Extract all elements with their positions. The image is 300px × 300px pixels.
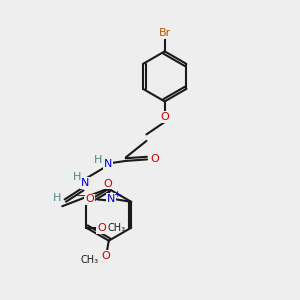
Text: O: O: [97, 223, 106, 233]
Text: H: H: [94, 155, 102, 165]
Text: H: H: [53, 193, 61, 203]
Text: CH₃: CH₃: [81, 255, 99, 266]
Text: N: N: [103, 159, 112, 169]
Text: CH₃: CH₃: [108, 223, 126, 233]
Text: O: O: [85, 194, 94, 205]
Text: H: H: [73, 172, 81, 182]
Text: −: −: [76, 190, 86, 203]
Text: O: O: [150, 154, 159, 164]
Text: +: +: [113, 190, 120, 199]
Text: N: N: [106, 194, 115, 204]
Text: O: O: [103, 178, 112, 189]
Text: O: O: [101, 251, 110, 261]
Text: Br: Br: [159, 28, 171, 38]
Text: N: N: [81, 178, 89, 188]
Text: O: O: [160, 112, 169, 122]
